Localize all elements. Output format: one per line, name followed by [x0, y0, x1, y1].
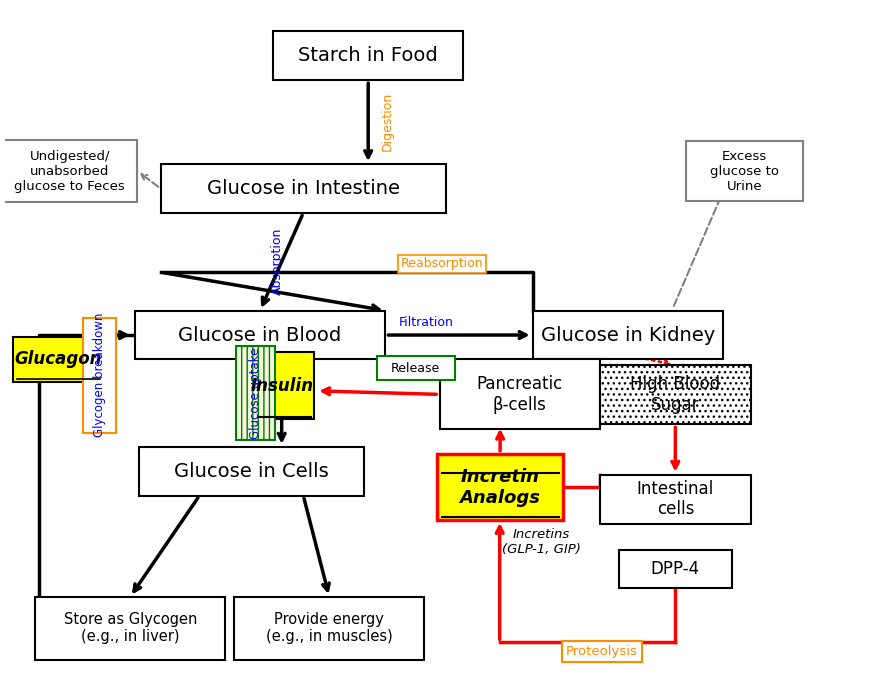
Text: Pancreatic
β-cells: Pancreatic β-cells: [476, 375, 562, 414]
FancyBboxPatch shape: [686, 141, 802, 201]
FancyBboxPatch shape: [135, 311, 385, 359]
Text: Glucose in Cells: Glucose in Cells: [174, 461, 328, 481]
FancyBboxPatch shape: [619, 550, 731, 588]
FancyBboxPatch shape: [35, 597, 225, 660]
Text: Glycogen breakdown: Glycogen breakdown: [92, 313, 105, 437]
Text: Glucose in Blood: Glucose in Blood: [178, 325, 342, 345]
FancyBboxPatch shape: [161, 164, 446, 213]
FancyBboxPatch shape: [599, 475, 750, 524]
Text: Reabsorption: Reabsorption: [400, 258, 482, 270]
FancyBboxPatch shape: [13, 336, 103, 383]
Text: Proteolysis: Proteolysis: [565, 646, 637, 658]
Text: Insulin: Insulin: [250, 377, 314, 395]
Text: Glucose in Intestine: Glucose in Intestine: [207, 179, 400, 198]
Text: Starch in Food: Starch in Food: [298, 46, 438, 66]
FancyBboxPatch shape: [599, 364, 750, 424]
FancyBboxPatch shape: [273, 31, 463, 80]
Text: Absorption: Absorption: [271, 228, 284, 295]
Text: Store as Glycogen
(e.g., in liver): Store as Glycogen (e.g., in liver): [63, 612, 196, 644]
Text: Undigested/
unabsorbed
glucose to Feces: Undigested/ unabsorbed glucose to Feces: [14, 149, 125, 193]
FancyBboxPatch shape: [235, 346, 275, 440]
Text: Release: Release: [391, 362, 440, 375]
Text: Filtration: Filtration: [398, 316, 453, 329]
Text: Incretins
(GLP-1, GIP): Incretins (GLP-1, GIP): [501, 528, 580, 556]
FancyBboxPatch shape: [83, 318, 116, 433]
FancyBboxPatch shape: [437, 454, 562, 520]
Text: Digestion: Digestion: [381, 92, 394, 151]
FancyBboxPatch shape: [139, 447, 363, 496]
Text: Glucose uptake: Glucose uptake: [249, 348, 262, 438]
FancyBboxPatch shape: [3, 140, 136, 202]
Text: High Blood
Sugar: High Blood Sugar: [629, 375, 720, 414]
FancyBboxPatch shape: [439, 359, 599, 429]
FancyBboxPatch shape: [234, 597, 424, 660]
FancyBboxPatch shape: [251, 352, 314, 419]
FancyBboxPatch shape: [532, 311, 722, 359]
Text: Glucagon: Glucagon: [15, 350, 102, 369]
Text: DPP-4: DPP-4: [650, 560, 699, 578]
Text: Excess
glucose to
Urine: Excess glucose to Urine: [709, 149, 778, 193]
Text: Glucose in Kidney: Glucose in Kidney: [540, 325, 714, 345]
FancyBboxPatch shape: [376, 356, 454, 380]
Text: Intestinal
cells: Intestinal cells: [636, 480, 713, 519]
Text: Incretin
Analogs: Incretin Analogs: [459, 468, 540, 507]
Text: Provide energy
(e.g., in muscles): Provide energy (e.g., in muscles): [266, 612, 392, 644]
